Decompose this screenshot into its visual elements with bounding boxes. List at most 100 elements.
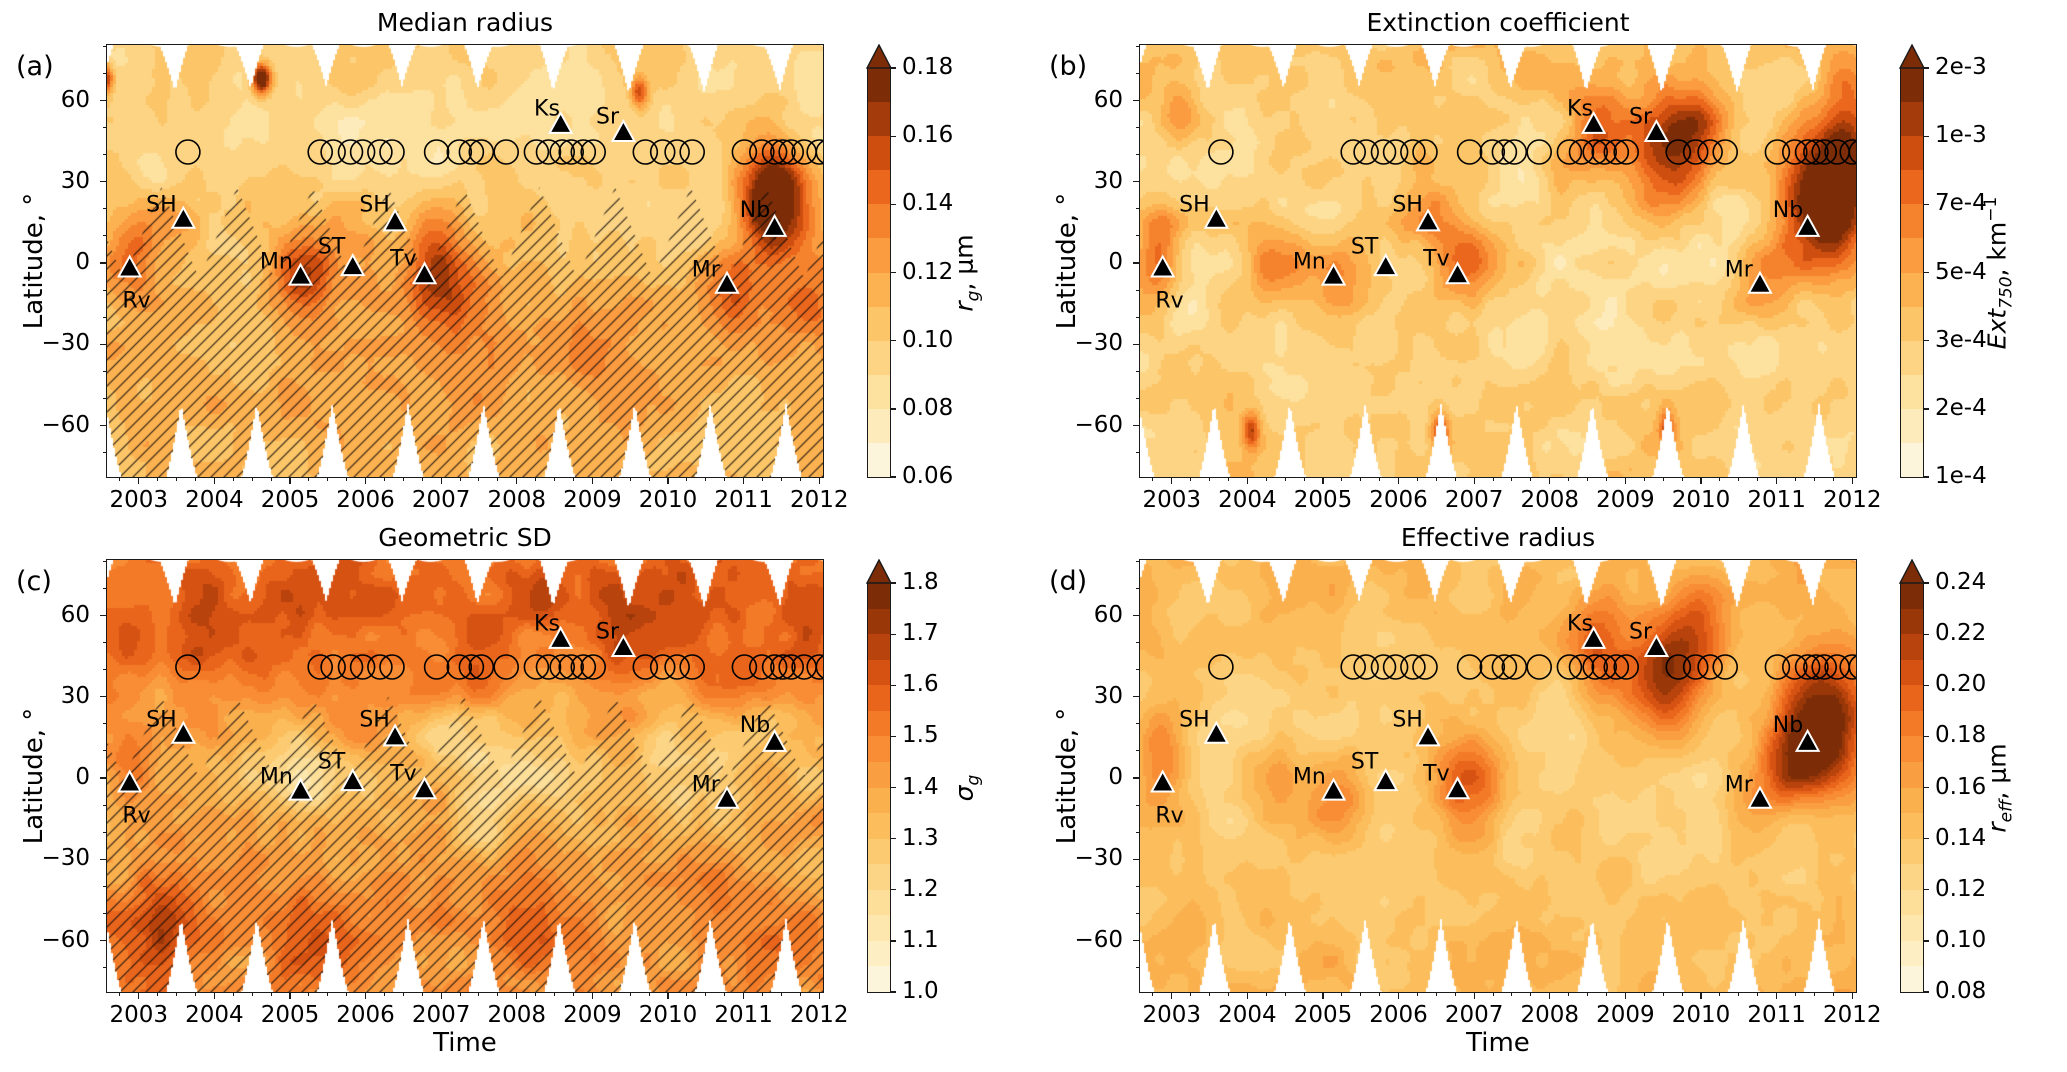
observation-circle <box>1501 139 1528 165</box>
y-minor-tick <box>1136 560 1140 562</box>
y-major-tick <box>100 777 107 779</box>
x-tick-label: 2005 <box>1293 1002 1353 1028</box>
eruption-label: Tv <box>389 762 416 787</box>
observation-circle <box>423 139 450 165</box>
x-tick-label: 2012 <box>1822 1002 1882 1028</box>
contour-field-canvas-b <box>1140 45 1856 477</box>
x-minor-tick <box>1605 477 1607 481</box>
observation-circle <box>1353 654 1379 680</box>
colorbar-tick <box>1923 991 1929 993</box>
eruption-triangle-icon <box>1373 253 1399 277</box>
colorbar-band <box>868 864 890 891</box>
colorbar-b <box>1900 67 1924 478</box>
x-minor-tick <box>346 477 348 481</box>
x-tick-label: 2006 <box>336 1002 395 1028</box>
colorbar-arrow-shape <box>865 44 893 69</box>
eruption-triangle-icon <box>116 254 143 278</box>
y-major-tick <box>1133 614 1140 617</box>
colorbar-band <box>868 659 890 686</box>
y-minor-tick <box>1136 72 1140 74</box>
eruption-triangle-icon <box>170 720 197 744</box>
colorbar-band <box>1901 306 1923 342</box>
colorbar-tick-label: 0.22 <box>1935 620 1987 647</box>
x-minor-tick <box>497 477 499 481</box>
y-major-tick <box>100 696 107 698</box>
observation-circle <box>1412 654 1438 680</box>
observation-circle <box>1208 654 1234 680</box>
eruption-triangle-icon <box>1415 208 1441 232</box>
colorbar-axis-label-c: σg <box>948 638 983 938</box>
y-tick-label: 0 <box>1108 764 1123 791</box>
eruption-triangle-icon <box>1444 776 1471 800</box>
y-tick-label: −60 <box>41 926 90 953</box>
x-minor-tick <box>629 992 631 996</box>
x-minor-tick <box>176 477 178 481</box>
eruption-triangle-icon <box>714 785 740 809</box>
colorbar-band <box>868 813 890 840</box>
x-major-tick <box>516 992 518 999</box>
colorbar-tick-label: 2e-3 <box>1935 54 1987 80</box>
colorbar-label-subscript: g <box>963 290 984 301</box>
colorbar-tick <box>890 340 896 342</box>
colorbar-band <box>1901 408 1923 444</box>
x-minor-tick <box>610 992 612 996</box>
colorbar-tick <box>890 67 896 69</box>
colorbar-arrow-c <box>865 559 893 584</box>
panel-c: Rv SH Mn ST SH Tv Ks Sr Mr Nb <box>107 560 823 992</box>
colorbar-band <box>868 761 890 789</box>
colorbar-arrow-b <box>1898 44 1926 69</box>
colorbar-band <box>1901 685 1923 712</box>
colorbar-band <box>868 966 890 993</box>
observation-circle <box>367 139 393 165</box>
eruption-label: Nb <box>740 198 770 223</box>
colorbar-tick-label: 0.06 <box>902 463 954 489</box>
x-tick-label: 2011 <box>1747 1002 1806 1028</box>
x-major-tick <box>1851 992 1853 999</box>
x-tick-label: 2012 <box>789 487 849 513</box>
x-minor-tick <box>1795 992 1796 996</box>
observation-circle <box>337 654 364 680</box>
observation-circle <box>761 139 788 165</box>
x-minor-tick <box>1681 477 1683 481</box>
colorbar-band <box>1901 634 1923 661</box>
colorbar-band <box>868 102 890 137</box>
y-major-tick <box>1133 99 1140 102</box>
x-minor-tick <box>1379 992 1381 996</box>
x-minor-tick <box>686 992 688 996</box>
eruption-triangle-icon <box>1580 110 1607 134</box>
eruption-triangle-icon <box>1794 213 1821 237</box>
observation-circle <box>1839 139 1856 165</box>
x-minor-tick <box>572 992 574 996</box>
y-minor-tick <box>1136 912 1140 914</box>
x-minor-tick <box>308 992 310 996</box>
observation-circle <box>748 139 775 165</box>
observation-circle <box>1848 140 1856 164</box>
observation-circle <box>806 654 823 680</box>
colorbar-tick-label: 0.20 <box>1935 671 1987 698</box>
colorbar-band <box>868 583 890 610</box>
eruption-triangle-icon <box>1149 254 1176 278</box>
x-tick-label: 2005 <box>260 487 320 513</box>
observation-circle <box>664 139 690 165</box>
colorbar-band <box>868 68 890 103</box>
colorbar-label-units: , km <box>1982 221 2012 276</box>
eruption-label: Sr <box>596 619 620 644</box>
colorbar-label-symbol: r <box>1982 821 2012 833</box>
y-tick-label: −60 <box>1074 926 1123 953</box>
y-minor-tick <box>1136 885 1140 887</box>
x-tick-label: 2006 <box>336 487 395 513</box>
observation-circle <box>731 654 758 680</box>
x-major-tick <box>1473 992 1475 999</box>
observation-circle <box>320 139 346 165</box>
y-major-tick <box>1133 343 1140 345</box>
x-minor-tick <box>1757 992 1759 996</box>
observation-circle <box>549 139 576 165</box>
colorbar-tick-label: 1e-3 <box>1935 122 1987 149</box>
observation-circle <box>175 654 201 680</box>
x-minor-tick <box>799 992 801 996</box>
x-minor-tick <box>1587 477 1589 481</box>
observation-circle <box>1340 654 1366 680</box>
y-major-tick <box>100 424 107 427</box>
observation-circle <box>1811 139 1838 165</box>
colorbar-tick-label: 1.3 <box>902 824 939 851</box>
